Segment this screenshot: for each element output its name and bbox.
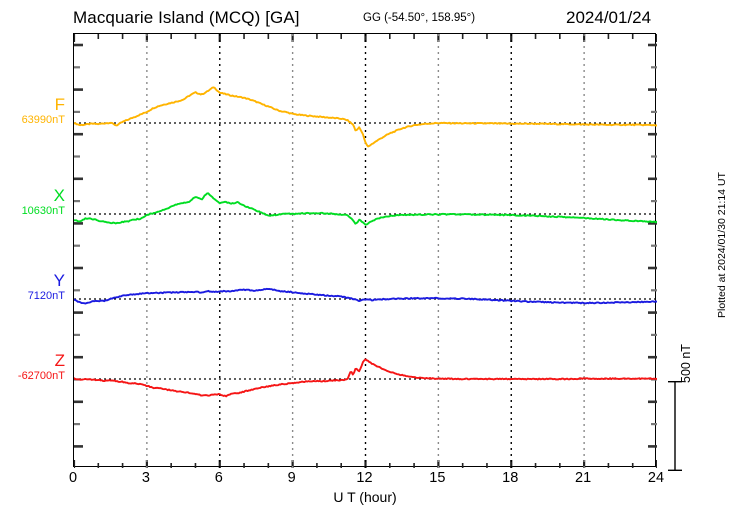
component-symbol-z: Z <box>54 351 65 370</box>
component-symbol-y: Y <box>53 271 65 290</box>
x-axis-title: U T (hour) <box>333 489 397 505</box>
scale-bar-label: 500 nT <box>679 344 693 383</box>
x-tick-label-6: 6 <box>214 470 223 486</box>
component-symbol-f: F <box>54 95 65 114</box>
x-tick-label-9: 9 <box>287 470 296 486</box>
magnetogram-plot-area <box>73 33 657 468</box>
scale-bar-icon <box>668 381 682 471</box>
component-label-y: Y 7120nT <box>3 272 65 303</box>
x-tick-label-21: 21 <box>575 470 592 486</box>
component-baseline-x: 10630nT <box>21 205 65 217</box>
trace-canvas <box>74 34 657 468</box>
x-tick-label-15: 15 <box>429 470 446 486</box>
plotted-timestamp: Plotted at 2024/01/30 21:14 UT <box>716 172 728 318</box>
component-baseline-y: 7120nT <box>27 290 65 302</box>
component-baseline-f: 63990nT <box>21 114 65 126</box>
x-tick-label-24: 24 <box>647 470 665 486</box>
x-tick-label-12: 12 <box>356 470 373 486</box>
observation-date: 2024/01/24 <box>566 8 652 27</box>
x-tick-label-18: 18 <box>502 470 519 486</box>
component-label-x: X 10630nT <box>3 187 65 218</box>
x-tick-label-3: 3 <box>141 470 150 486</box>
page-title: Macquarie Island (MCQ) [GA] <box>73 8 300 27</box>
component-label-z: Z -62700nT <box>3 352 65 383</box>
component-symbol-x: X <box>53 186 65 205</box>
x-tick-label-0: 0 <box>68 470 78 486</box>
geographic-coordinates: GG (-54.50°, 158.95°) <box>363 12 476 24</box>
component-baseline-z: -62700nT <box>17 370 65 382</box>
component-label-f: F 63990nT <box>3 96 65 127</box>
